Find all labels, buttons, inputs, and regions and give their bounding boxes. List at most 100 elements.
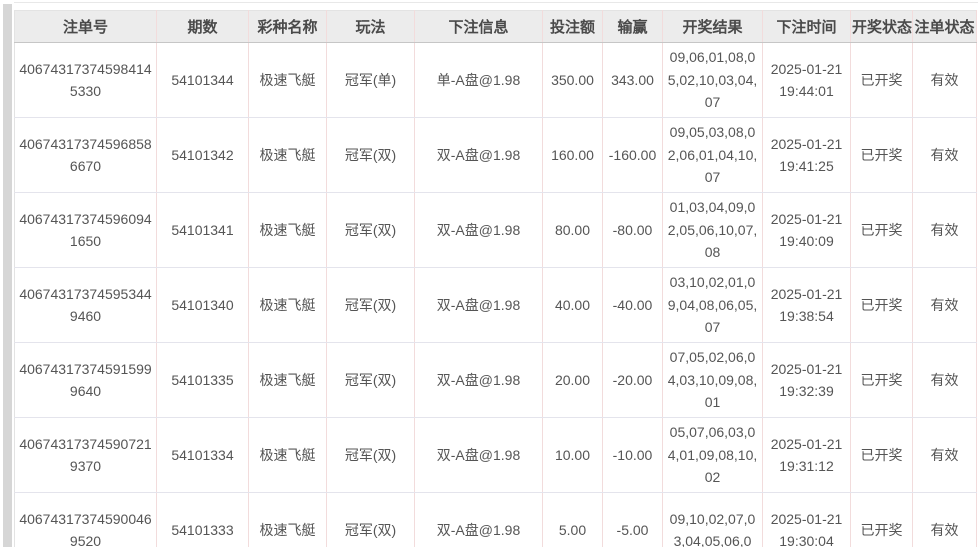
column-header-time: 下注时间: [762, 10, 851, 43]
table-row: 406743173745968586670 54101342 极速飞艇 冠军(双) 双-…: [14, 117, 977, 193]
cell-order_status: 有效: [912, 342, 977, 418]
cell-play: 冠军(双): [326, 342, 415, 418]
cell-win_loss: -160.00: [602, 117, 663, 193]
cell-order_id: 406743173745900469520: [14, 492, 157, 547]
cell-order_id: 406743173745984145330: [14, 42, 157, 118]
cell-amount: 10.00: [542, 417, 603, 493]
cell-amount: 40.00: [542, 267, 603, 343]
left-border-strip: [3, 4, 12, 547]
cell-win_loss: 343.00: [602, 42, 663, 118]
cell-lottery: 极速飞艇: [248, 117, 327, 193]
cell-draw_status: 已开奖: [850, 267, 913, 343]
cell-draw_status: 已开奖: [850, 192, 913, 268]
table-row: 406743173745900469520 54101333 极速飞艇 冠军(双) 双-…: [14, 492, 977, 547]
cell-result: 01,03,04,09,02,05,06,10,07,08: [662, 192, 763, 268]
column-header-bet_info: 下注信息: [414, 10, 543, 43]
cell-lottery: 极速飞艇: [248, 267, 327, 343]
cell-play: 冠军(双): [326, 417, 415, 493]
cell-bet_info: 双-A盘@1.98: [414, 417, 543, 493]
cell-draw_status: 已开奖: [850, 42, 913, 118]
top-border-line: [14, 2, 978, 3]
table-row: 406743173745915999640 54101335 极速飞艇 冠军(双) 双-…: [14, 342, 977, 418]
cell-order_status: 有效: [912, 267, 977, 343]
cell-amount: 20.00: [542, 342, 603, 418]
cell-period: 54101333: [156, 492, 249, 547]
cell-play: 冠军(单): [326, 42, 415, 118]
column-header-amount: 投注额: [542, 10, 603, 43]
cell-bet_info: 双-A盘@1.98: [414, 117, 543, 193]
column-header-play: 玩法: [326, 10, 415, 43]
column-header-order_status: 注单状态: [912, 10, 977, 43]
cell-draw_status: 已开奖: [850, 492, 913, 547]
cell-lottery: 极速飞艇: [248, 42, 327, 118]
table-header: 注单号 期数 彩种名称 玩法 下注信息 投注额 输赢 开奖结果 下注时间 开奖状态 注单状态: [14, 10, 977, 43]
cell-order_status: 有效: [912, 42, 977, 118]
column-header-win_loss: 输赢: [602, 10, 663, 43]
column-header-lottery: 彩种名称: [248, 10, 327, 43]
cell-lottery: 极速飞艇: [248, 342, 327, 418]
cell-order_status: 有效: [912, 117, 977, 193]
cell-win_loss: -5.00: [602, 492, 663, 547]
cell-time: 2025-01-21 19:40:09: [762, 192, 851, 268]
cell-amount: 80.00: [542, 192, 603, 268]
column-header-period: 期数: [156, 10, 249, 43]
cell-result: 09,10,02,07,03,04,05,06,0: [662, 492, 763, 547]
table-row: 406743173745907219370 54101334 极速飞艇 冠军(双) 双-…: [14, 417, 977, 493]
cell-order_id: 406743173745953449460: [14, 267, 157, 343]
cell-result: 07,05,02,06,04,03,10,09,08,01: [662, 342, 763, 418]
cell-bet_info: 双-A盘@1.98: [414, 267, 543, 343]
cell-lottery: 极速飞艇: [248, 492, 327, 547]
cell-win_loss: -80.00: [602, 192, 663, 268]
cell-play: 冠军(双): [326, 267, 415, 343]
cell-result: 03,10,02,01,09,04,08,06,05,07: [662, 267, 763, 343]
cell-lottery: 极速飞艇: [248, 192, 327, 268]
cell-lottery: 极速飞艇: [248, 417, 327, 493]
cell-amount: 5.00: [542, 492, 603, 547]
cell-bet_info: 双-A盘@1.98: [414, 192, 543, 268]
bet-records-table-container: 注单号 期数 彩种名称 玩法 下注信息 投注额 输赢 开奖结果 下注时间 开奖状态 注单状态 406…: [14, 10, 978, 547]
cell-order_status: 有效: [912, 492, 977, 547]
cell-order_status: 有效: [912, 192, 977, 268]
table-row: 406743173745984145330 54101344 极速飞艇 冠军(单) 单-…: [14, 42, 977, 118]
cell-amount: 160.00: [542, 117, 603, 193]
cell-time: 2025-01-21 19:38:54: [762, 267, 851, 343]
cell-period: 54101344: [156, 42, 249, 118]
cell-bet_info: 双-A盘@1.98: [414, 342, 543, 418]
cell-draw_status: 已开奖: [850, 117, 913, 193]
table-row: 406743173745953449460 54101340 极速飞艇 冠军(双) 双-…: [14, 267, 977, 343]
cell-order_id: 406743173745960941650: [14, 192, 157, 268]
cell-bet_info: 单-A盘@1.98: [414, 42, 543, 118]
cell-win_loss: -40.00: [602, 267, 663, 343]
cell-period: 54101342: [156, 117, 249, 193]
cell-period: 54101340: [156, 267, 249, 343]
cell-order_status: 有效: [912, 417, 977, 493]
cell-time: 2025-01-21 19:31:12: [762, 417, 851, 493]
cell-amount: 350.00: [542, 42, 603, 118]
table-body: 406743173745984145330 54101344 极速飞艇 冠军(单) 单-…: [14, 42, 977, 547]
column-header-order_id: 注单号: [14, 10, 157, 43]
column-header-draw_status: 开奖状态: [850, 10, 913, 43]
cell-draw_status: 已开奖: [850, 417, 913, 493]
cell-play: 冠军(双): [326, 492, 415, 547]
cell-win_loss: -10.00: [602, 417, 663, 493]
cell-order_id: 406743173745968586670: [14, 117, 157, 193]
cell-order_id: 406743173745915999640: [14, 342, 157, 418]
cell-play: 冠军(双): [326, 192, 415, 268]
column-header-result: 开奖结果: [662, 10, 763, 43]
cell-result: 09,05,03,08,02,06,01,04,10,07: [662, 117, 763, 193]
cell-bet_info: 双-A盘@1.98: [414, 492, 543, 547]
cell-order_id: 406743173745907219370: [14, 417, 157, 493]
cell-result: 09,06,01,08,05,02,10,03,04,07: [662, 42, 763, 118]
cell-period: 54101341: [156, 192, 249, 268]
cell-time: 2025-01-21 19:32:39: [762, 342, 851, 418]
cell-time: 2025-01-21 19:44:01: [762, 42, 851, 118]
cell-play: 冠军(双): [326, 117, 415, 193]
cell-draw_status: 已开奖: [850, 342, 913, 418]
bet-records-table: 注单号 期数 彩种名称 玩法 下注信息 投注额 输赢 开奖结果 下注时间 开奖状态 注单状态 406…: [14, 10, 977, 547]
cell-period: 54101334: [156, 417, 249, 493]
cell-time: 2025-01-21 19:30:04: [762, 492, 851, 547]
table-row: 406743173745960941650 54101341 极速飞艇 冠军(双) 双-…: [14, 192, 977, 268]
cell-result: 05,07,06,03,04,01,09,08,10,02: [662, 417, 763, 493]
cell-time: 2025-01-21 19:41:25: [762, 117, 851, 193]
